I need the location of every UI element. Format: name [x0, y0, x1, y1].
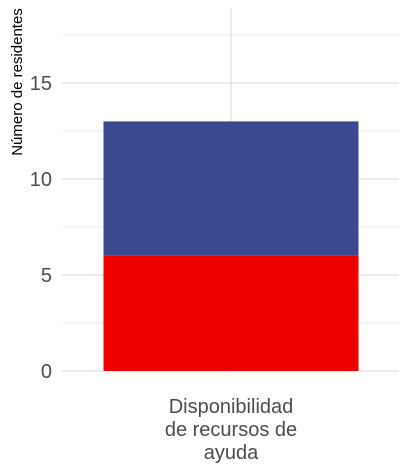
y-axis-ticks: 0 5 10 15 — [30, 73, 52, 383]
y-tick-label: 0 — [41, 361, 52, 383]
y-tick-label: 10 — [30, 169, 52, 191]
y-tick-label: 15 — [30, 73, 52, 95]
y-tick-label: 5 — [41, 265, 52, 287]
bars — [103, 121, 359, 371]
bar-segment-1 — [103, 255, 359, 371]
x-axis-labels: Disponibilidad de recursos de ayuda — [165, 396, 297, 464]
x-tick-label: Disponibilidad de recursos de ayuda — [165, 396, 297, 464]
y-axis-title: Número de residentes — [9, 8, 26, 156]
bar-segment-2 — [103, 121, 359, 256]
